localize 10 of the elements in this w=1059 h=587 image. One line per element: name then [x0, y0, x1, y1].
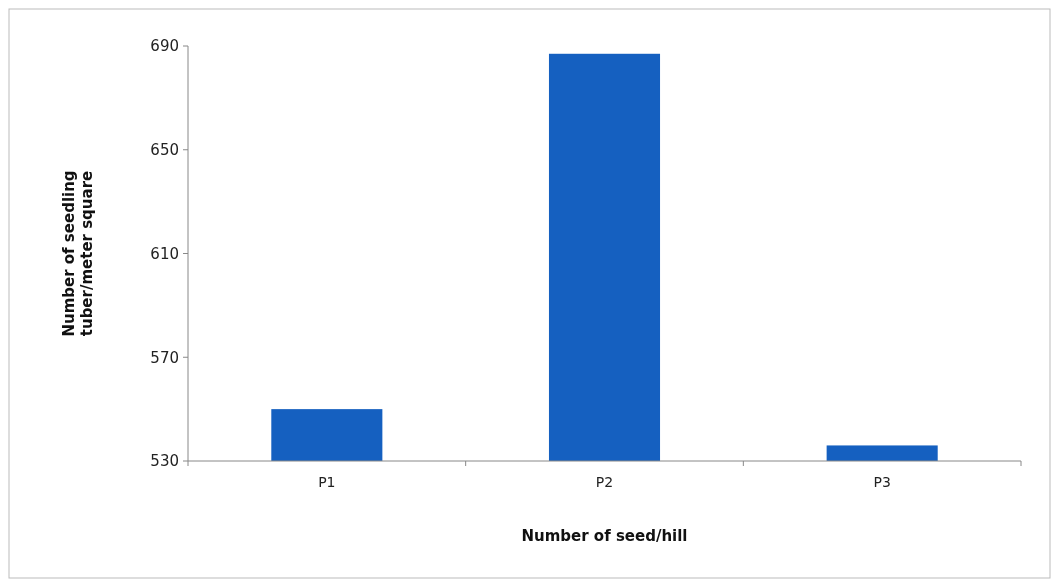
y-tick-label: 690 [150, 37, 179, 56]
y-tick-label: 610 [150, 244, 179, 263]
y-tick-label: 650 [150, 141, 179, 159]
x-tick-label: P2 [595, 474, 614, 490]
x-tick-label: P1 [318, 474, 336, 490]
y-tick-label: 570 [150, 348, 179, 367]
x-tick-label: P3 [873, 474, 891, 490]
y-axis-title: Number of seedling tuber/meter square [59, 170, 96, 337]
y-tick-label: 530 [150, 452, 179, 471]
x-axis-title: Number of seed/hill [521, 527, 688, 545]
